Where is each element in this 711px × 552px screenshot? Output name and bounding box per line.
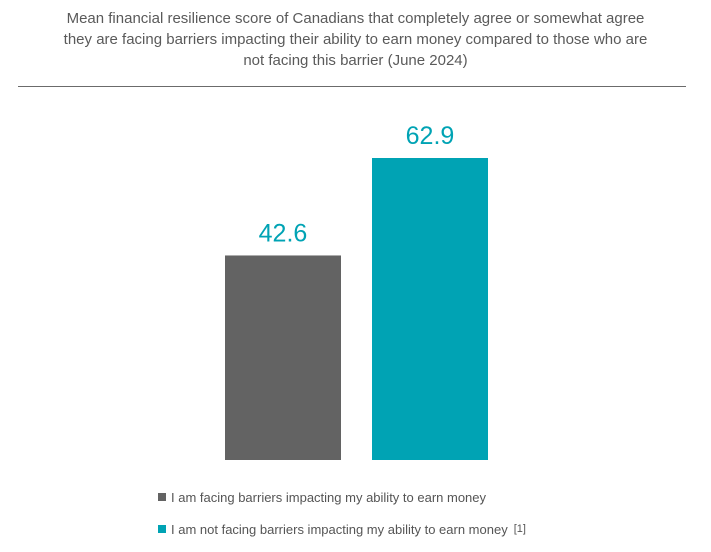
data-label-not-facing-barriers: 62.9: [406, 122, 455, 150]
chart-title-line-2: they are facing barriers impacting their…: [63, 31, 648, 48]
bar-not-facing-barriers: [372, 158, 488, 460]
chart-title: Mean financial resilience score of Canad…: [0, 8, 711, 71]
legend-label-facing-barriers: I am facing barriers impacting my abilit…: [171, 489, 487, 505]
data-label-facing-barriers: 42.6: [259, 219, 308, 247]
chart-title-line-3: not facing this barrier (June 2024): [243, 52, 468, 69]
legend-swatch-facing-barriers: [158, 493, 166, 501]
legend-item-not-facing-barriers: I am not facing barriers impacting my ab…: [158, 520, 526, 538]
legend-swatch-not-facing-barriers: [158, 525, 166, 533]
bar-chart: 42.6 62.9: [225, 122, 488, 460]
chart-legend: I am facing barriers impacting my abilit…: [158, 488, 526, 552]
legend-item-facing-barriers: I am facing barriers impacting my abilit…: [158, 488, 526, 506]
title-divider: [18, 86, 686, 87]
legend-label-not-facing-barriers: I am not facing barriers impacting my ab…: [171, 521, 508, 537]
chart-title-line-1: Mean financial resilience score of Canad…: [66, 10, 645, 27]
footnote-marker: [1]: [513, 523, 526, 535]
bar-facing-barriers: [225, 255, 341, 460]
